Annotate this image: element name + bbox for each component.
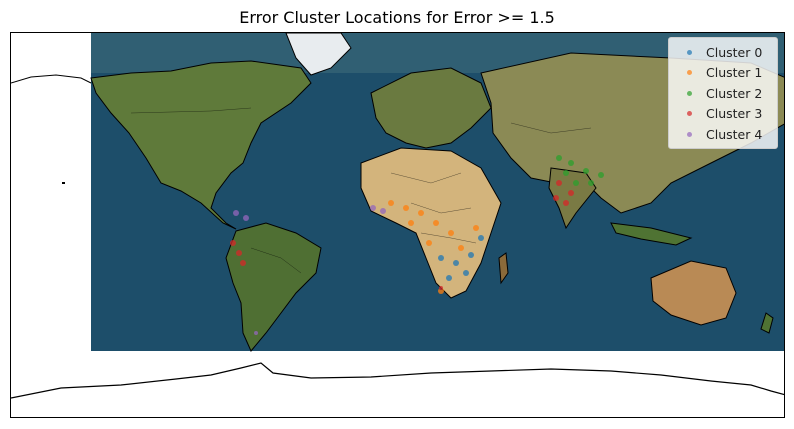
north-america xyxy=(90,60,312,230)
europe xyxy=(370,67,492,149)
australia xyxy=(650,260,737,326)
cluster-4-points xyxy=(233,205,386,335)
map-title: Error Cluster Locations for Error >= 1.5 xyxy=(239,8,555,27)
legend: Cluster 0 Cluster 1 Cluster 2 Cluster 3 … xyxy=(668,37,778,149)
cluster-points xyxy=(230,155,604,335)
cluster-0-points xyxy=(438,235,484,281)
legend-item-cluster-0: Cluster 0 xyxy=(675,42,771,63)
antarctica xyxy=(11,362,784,399)
legend-item-cluster-1: Cluster 1 xyxy=(675,63,771,84)
legend-label-1: Cluster 1 xyxy=(706,65,763,81)
indonesia xyxy=(610,222,693,246)
greenland xyxy=(285,33,352,76)
south-america xyxy=(225,222,322,352)
legend-marker-3 xyxy=(687,111,692,117)
legend-marker-2 xyxy=(687,90,692,96)
legend-label-4: Cluster 4 xyxy=(706,126,763,142)
new-zealand xyxy=(760,312,774,334)
legend-marker-0 xyxy=(687,49,692,55)
legend-marker-1 xyxy=(687,70,692,76)
legend-item-cluster-4: Cluster 4 xyxy=(675,124,771,145)
legend-label-2: Cluster 2 xyxy=(706,85,763,101)
small-island xyxy=(62,182,65,184)
legend-marker-4 xyxy=(687,131,692,137)
country-borders xyxy=(130,107,592,274)
map-frame[interactable] xyxy=(10,32,785,418)
madagascar xyxy=(498,252,509,285)
legend-label-3: Cluster 3 xyxy=(706,106,763,122)
legend-item-cluster-3: Cluster 3 xyxy=(675,104,771,125)
cluster-1-points xyxy=(388,200,479,294)
legend-item-cluster-2: Cluster 2 xyxy=(675,83,771,104)
legend-label-0: Cluster 0 xyxy=(706,44,763,60)
africa xyxy=(360,147,502,299)
cluster-3-points xyxy=(230,180,574,290)
cluster-2-points xyxy=(556,155,604,186)
alaska xyxy=(11,74,92,84)
